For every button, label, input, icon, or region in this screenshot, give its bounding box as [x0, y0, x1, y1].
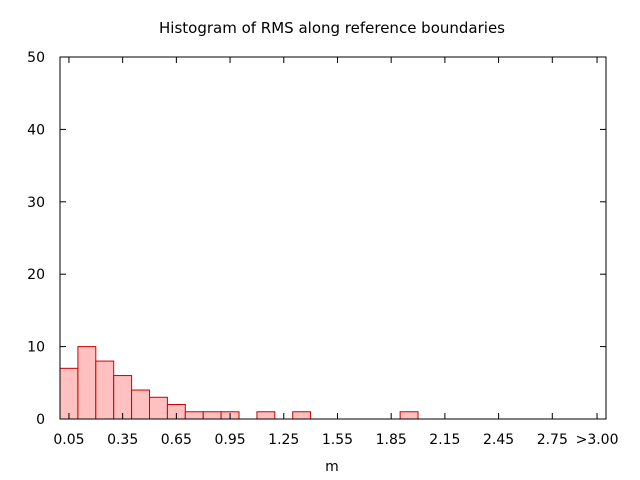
x-tick-label: 0.95 [214, 432, 245, 448]
x-tick-label: 1.85 [376, 432, 407, 448]
histogram-bar [95, 360, 115, 420]
x-tick-label: 2.45 [483, 432, 514, 448]
y-tick-label: 40 [27, 122, 45, 138]
histogram-bar [292, 411, 312, 420]
y-tick-label: 0 [36, 412, 45, 428]
x-tick-label: 0.05 [53, 432, 84, 448]
x-tick-label: >3.00 [576, 432, 619, 448]
histogram-bar [113, 375, 133, 420]
histogram-bar [59, 367, 79, 420]
x-tick-label: 1.55 [322, 432, 353, 448]
y-tick-label: 30 [27, 195, 45, 211]
x-axis-label: m [325, 459, 339, 475]
histogram-bar [131, 389, 151, 420]
x-tick-label: 2.15 [429, 432, 460, 448]
y-tick-label: 20 [27, 267, 45, 283]
histogram-bar [202, 411, 222, 420]
x-axis: 0.05 0.35 0.65 0.95 1.25 1.55 1.85 2.15 2.45 2.75… [53, 57, 619, 448]
bars-group [59, 346, 419, 420]
y-tick-label: 10 [27, 340, 45, 356]
x-tick-label: 0.35 [107, 432, 138, 448]
y-tick-label: 50 [27, 50, 45, 66]
x-tick-label: 1.25 [268, 432, 299, 448]
plot-frame [59, 56, 607, 420]
x-tick-label: 2.75 [537, 432, 568, 448]
x-tick-label: 0.65 [161, 432, 192, 448]
histogram-bar [149, 396, 168, 420]
histogram-bar [399, 411, 419, 420]
chart-title: Histogram of RMS along reference boundar… [159, 19, 505, 37]
histogram-bar [77, 346, 97, 420]
histogram-bar [184, 411, 204, 420]
histogram-bar [256, 411, 276, 420]
